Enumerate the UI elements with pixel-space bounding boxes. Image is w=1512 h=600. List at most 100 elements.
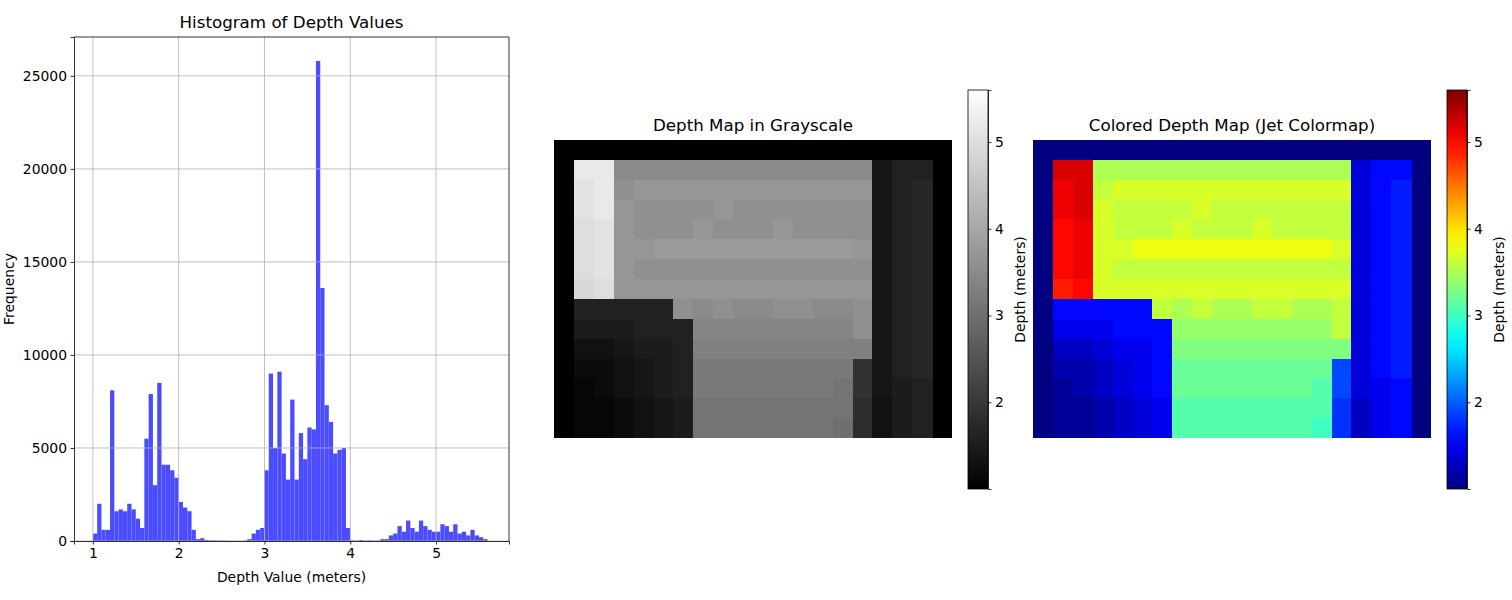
heatmap-cell [1371, 279, 1392, 299]
heatmap-cell [813, 180, 834, 200]
heatmap-cell [753, 378, 774, 398]
heatmap-cell [1232, 319, 1253, 339]
heatmap-cell [1351, 339, 1372, 359]
histogram-bar [320, 288, 324, 541]
heatmap-cell [693, 279, 714, 299]
heatmap-cell [1312, 180, 1333, 200]
histogram-bar [406, 521, 410, 541]
x-tick: 3 [261, 541, 270, 561]
heatmap-cell [614, 200, 635, 220]
heatmap-cell [1172, 418, 1193, 438]
y-tick: 15000 [23, 254, 74, 270]
heatmap-cell [1113, 398, 1134, 418]
histogram-bar [260, 528, 264, 541]
heatmap-cell [753, 219, 774, 239]
heatmap-cell [1053, 160, 1074, 180]
heatmap-cell [733, 418, 754, 438]
heatmap-cell [1272, 359, 1293, 379]
heatmap-cell [1073, 339, 1094, 359]
heatmap-cell [673, 279, 694, 299]
heatmap-cell [1113, 418, 1134, 438]
heatmap-cell [753, 180, 774, 200]
no-data-background [1033, 140, 1431, 438]
heatmap-cell [833, 239, 854, 259]
heatmap-cell [713, 398, 734, 418]
heatmap-cell [1391, 219, 1412, 239]
heatmap-cell [1332, 359, 1353, 379]
heatmap-cell [1053, 398, 1074, 418]
heatmap-cell [853, 239, 874, 259]
heatmap-cell [574, 319, 595, 339]
heatmap-cell [1073, 219, 1094, 239]
x-tick-label: 1 [89, 545, 98, 561]
heatmap-cell [733, 180, 754, 200]
heatmap-cell [634, 418, 655, 438]
heatmap-cell [1073, 319, 1094, 339]
heatmap-cell [693, 339, 714, 359]
heatmap-cell [1292, 299, 1313, 319]
heatmap-cell [1312, 219, 1333, 239]
heatmap-cell [1252, 160, 1273, 180]
heatmap-cell [594, 219, 615, 239]
histogram-bar [101, 530, 105, 541]
heatmap-cell [1371, 160, 1392, 180]
heatmap-cell [1192, 339, 1213, 359]
heatmap-cell [1212, 319, 1233, 339]
heatmap-cell [872, 339, 893, 359]
y-grid-line [74, 168, 509, 169]
heatmap-cell [1053, 279, 1074, 299]
heatmap-cell [673, 359, 694, 379]
heatmap-cell [574, 180, 595, 200]
bars [93, 61, 488, 541]
heatmap-cell [1093, 299, 1114, 319]
heatmap-cell [733, 279, 754, 299]
heatmap-cell [872, 319, 893, 339]
colorbar-tick-label: 4 [1474, 221, 1483, 237]
y-tick: 0 [58, 533, 74, 549]
heatmap-cell [833, 359, 854, 379]
heatmap-cell [813, 319, 834, 339]
heatmap-cell [1252, 378, 1273, 398]
histogram-bar [136, 519, 140, 541]
heatmap-cell [594, 359, 615, 379]
heatmap-cell [1192, 239, 1213, 259]
heatmap-cell [1332, 378, 1353, 398]
heatmap-cell [693, 398, 714, 418]
heatmap-cell [594, 279, 615, 299]
heatmap-cells [554, 140, 952, 438]
heatmap-cell [614, 180, 635, 200]
heatmap-cell [594, 339, 615, 359]
chart-title: Colored Depth Map (Jet Colormap) [1089, 115, 1375, 135]
heatmap-cell [1252, 418, 1273, 438]
heatmap-cell [673, 398, 694, 418]
heatmap-cell [1391, 180, 1412, 200]
heatmap-cell [1332, 239, 1353, 259]
heatmap-cell [1093, 319, 1114, 339]
heatmap-cell [614, 239, 635, 259]
heatmap-cell [1232, 259, 1253, 279]
y-tick: 10000 [23, 347, 74, 363]
heatmap-cell [654, 219, 675, 239]
heatmap-cell [773, 259, 794, 279]
heatmap-cell [1232, 359, 1253, 379]
y-tick-label: 25000 [23, 68, 67, 84]
heatmap-cell [673, 259, 694, 279]
heatmap-cell [1312, 398, 1333, 418]
heatmap-cell [1172, 359, 1193, 379]
heatmap-cell [813, 219, 834, 239]
heatmap-cell [1232, 299, 1253, 319]
heatmap-cell [1133, 398, 1154, 418]
heatmap-cell [1212, 200, 1233, 220]
heatmap-cell [892, 299, 913, 319]
histogram-bar [106, 530, 110, 541]
heatmap-cell [614, 160, 635, 180]
heatmap-cell [753, 398, 774, 418]
heatmap-cell [753, 339, 774, 359]
histogram-bar [346, 528, 350, 541]
heatmap-cell [872, 180, 893, 200]
heatmap-cell [1073, 160, 1094, 180]
heatmap-cell [892, 200, 913, 220]
heatmap-cell [1272, 219, 1293, 239]
heatmap-cell [614, 359, 635, 379]
heatmap-cell [1172, 219, 1193, 239]
